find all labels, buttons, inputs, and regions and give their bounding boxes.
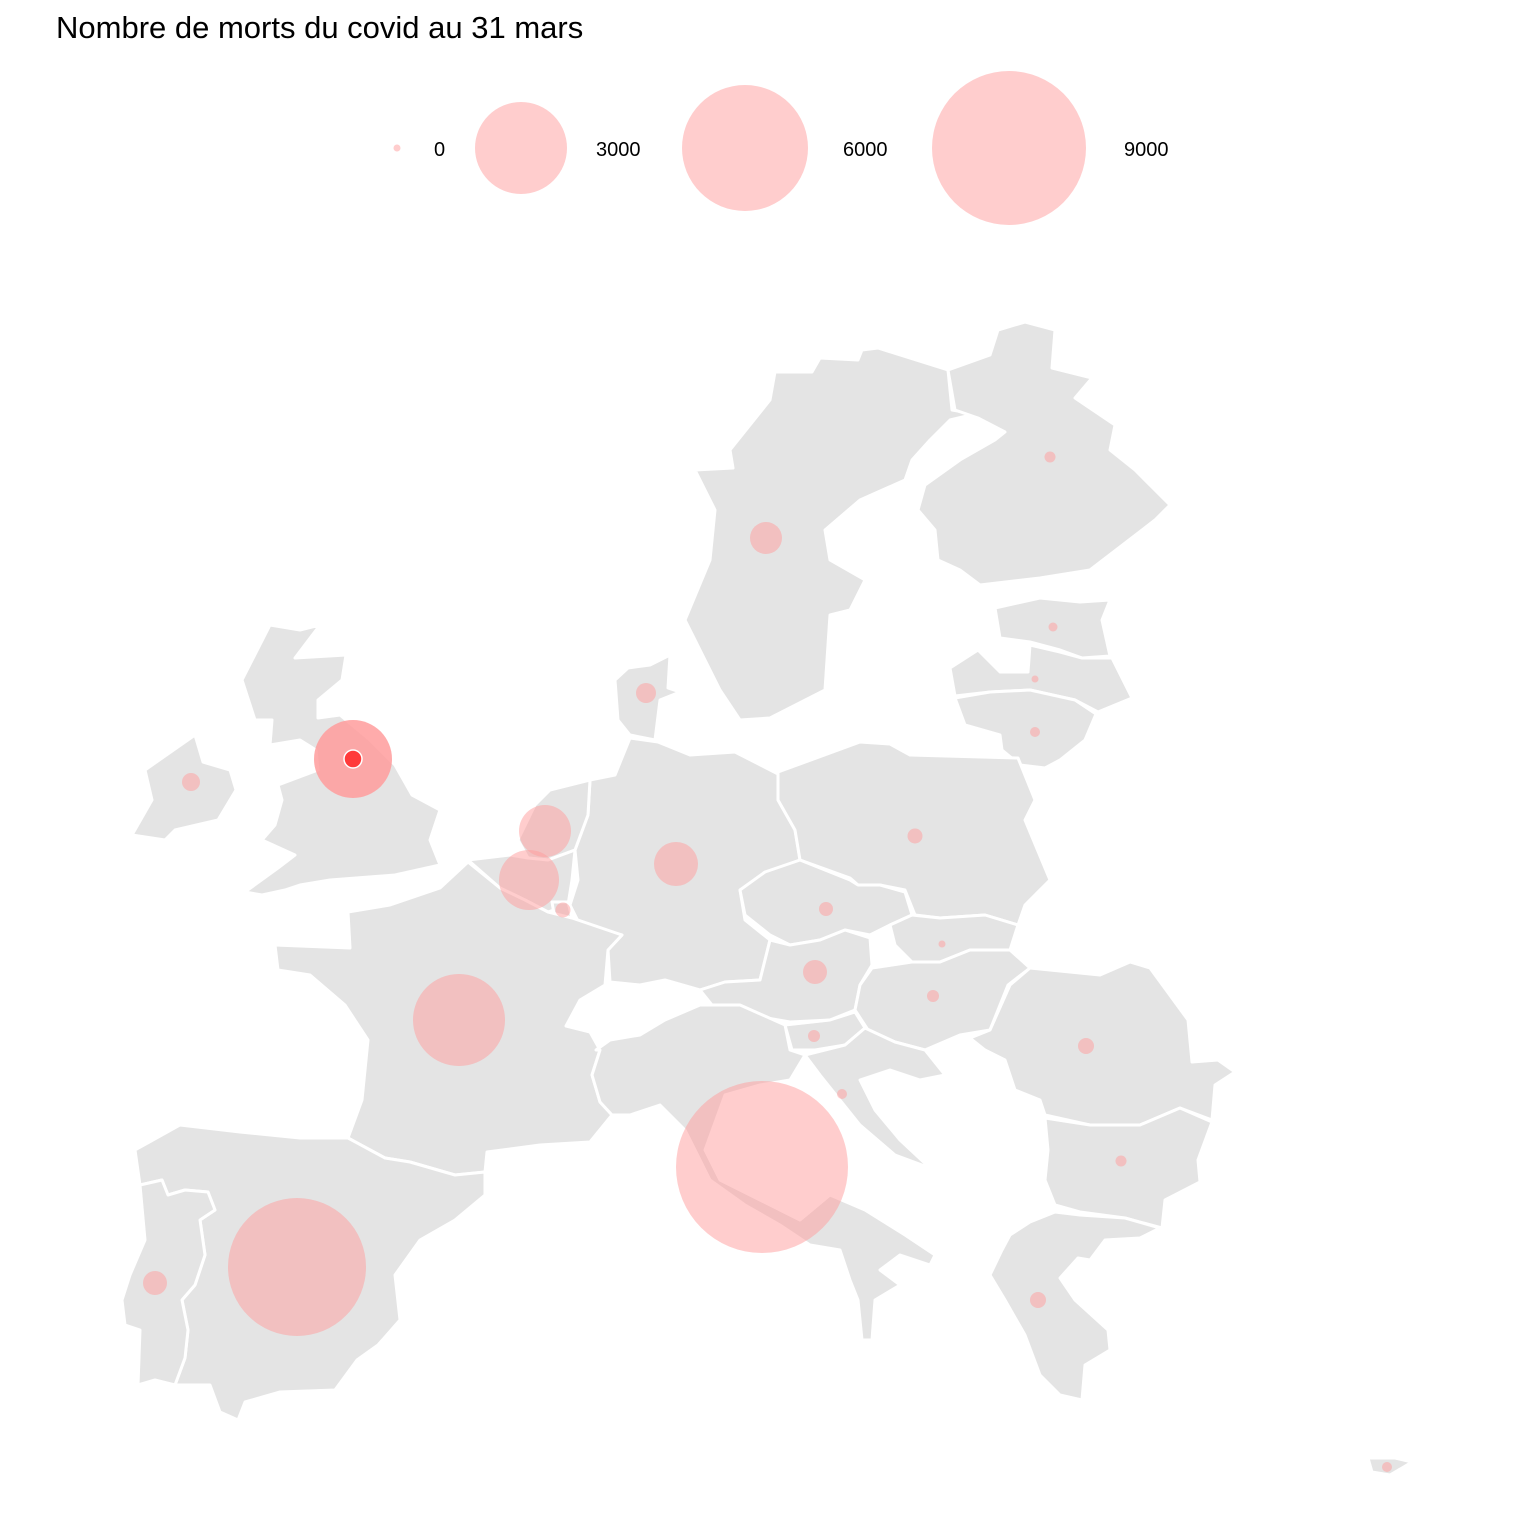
legend-bubble-0	[393, 144, 401, 152]
bubble-lithuania	[1030, 727, 1040, 737]
country-finland	[916, 320, 1172, 587]
legend-label-0: 0	[434, 139, 445, 161]
legend-bubble-6000	[682, 85, 808, 211]
bubble-denmark	[636, 683, 656, 703]
bubble-united-kingdom-center	[343, 749, 363, 769]
country-italy	[590, 1003, 937, 1342]
map-title: Nombre de morts du covid au 31 mars	[56, 10, 584, 45]
bubble-italy	[676, 1081, 848, 1253]
bubble-finland	[1044, 451, 1056, 463]
bubble-hungary	[927, 990, 939, 1002]
bubble-ireland	[182, 773, 200, 791]
bubble-greece	[1030, 1292, 1046, 1308]
legend: 0 3000 6000 9000	[393, 71, 1169, 225]
bubble-cyprus	[1382, 1462, 1392, 1472]
bubble-estonia	[1048, 622, 1058, 632]
bubble-sweden	[750, 522, 782, 554]
bubble-romania	[1078, 1038, 1094, 1054]
bubble-latvia	[1031, 675, 1039, 683]
legend-label-6000: 6000	[843, 139, 888, 161]
legend-label-9000: 9000	[1124, 139, 1169, 161]
bubble-spain	[228, 1198, 366, 1336]
bubble-belgium	[499, 850, 559, 910]
bubble-poland	[907, 828, 923, 844]
bubble-layer	[143, 451, 1392, 1472]
bubble-czechia	[819, 902, 833, 916]
bubble-netherlands	[519, 805, 571, 857]
bubble-portugal	[143, 1271, 167, 1295]
bubble-croatia	[837, 1089, 847, 1099]
bubble-france	[413, 974, 505, 1066]
bubble-luxembourg	[555, 902, 571, 918]
bubble-germany	[654, 842, 698, 886]
country-lithuania	[953, 688, 1098, 770]
bubble-slovenia	[808, 1030, 820, 1042]
country-greece	[988, 1210, 1162, 1402]
country-bulgaria	[1043, 1106, 1214, 1230]
country-romania	[968, 960, 1237, 1127]
country-sweden	[683, 346, 977, 722]
legend-bubble-3000	[475, 102, 567, 194]
country-portugal	[120, 1178, 217, 1387]
legend-bubble-9000	[932, 71, 1086, 225]
bubble-bulgaria	[1115, 1155, 1127, 1167]
bubble-austria	[803, 960, 827, 984]
bubble-slovakia	[938, 940, 946, 948]
legend-label-3000: 3000	[596, 139, 641, 161]
country-croatia	[803, 1026, 947, 1170]
